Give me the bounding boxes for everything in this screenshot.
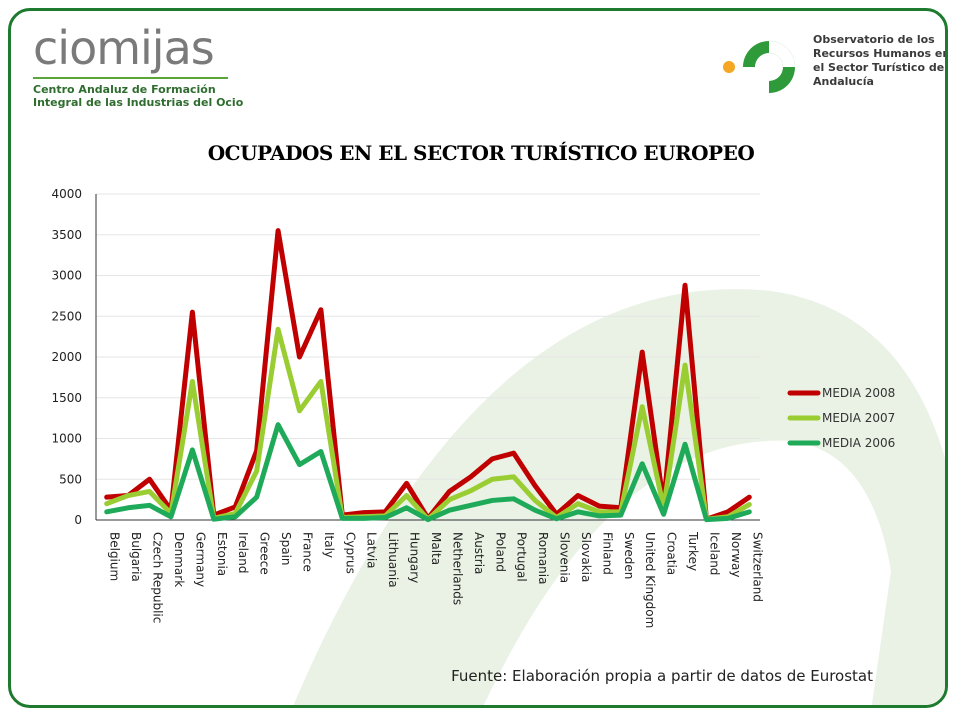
logo-wordmark: ciomijas [33,21,215,75]
x-tick-label: Romania [536,532,550,584]
x-tick-label: Turkey [686,531,700,571]
x-tick-label: Czech Republic [151,532,165,623]
x-tick-label: Denmark [172,532,186,587]
x-tick-label: Latvia [365,532,379,569]
x-tick-label: Hungary [408,532,422,583]
x-tick-label: Switzerland [750,532,764,602]
x-tick-label: Greece [258,532,272,575]
x-tick-label: Spain [279,532,293,566]
chart-title: OCUPADOS EN EL SECTOR TURÍSTICO EUROPEO [207,141,755,165]
x-tick-label: Slovakia [579,532,593,582]
x-tick-label: Cyprus [343,532,357,574]
observatorio-name: Observatorio de los Recursos Humanos en … [813,33,948,88]
legend-label: MEDIA 2007 [822,411,895,425]
y-tick-label: 3000 [51,269,82,283]
x-tick-label: Poland [493,532,507,572]
y-tick-label: 1000 [51,432,82,446]
x-tick-label: Lithuania [386,532,400,588]
y-tick-label: 3500 [51,228,82,242]
x-tick-label: Netherlands [450,532,464,605]
legend-label: MEDIA 2008 [822,386,895,400]
x-tick-label: Austria [472,532,486,574]
x-tick-label: Ireland [236,532,250,574]
x-tick-labels: Belgium Bulgaria Czech Republic Denmark Germ… [108,531,765,628]
observatorio-logo: Observatorio de los Recursos Humanos en … [723,27,945,107]
x-tick-label: Estonia [215,532,229,576]
background-arc-decoration [293,289,945,705]
logo-divider [33,77,228,79]
x-tick-label: Germany [193,532,207,587]
x-tick-label: Slovenia [558,532,572,583]
x-tick-label: Croatia [665,532,679,575]
y-tick-label: 2500 [51,309,82,323]
legend-label: MEDIA 2006 [822,436,895,450]
y-tick-label: 1500 [51,391,82,405]
x-tick-label: Belgium [108,532,122,581]
x-tick-label: France [300,532,314,572]
x-tick-label: Sweden [622,532,636,579]
x-tick-label: Portugal [515,532,529,582]
chart-legend: MEDIA 2008 MEDIA 2007 MEDIA 2006 [787,386,895,450]
x-tick-label: Italy [322,532,336,558]
x-tick-label: United Kingdom [643,532,657,628]
y-tick-label: 500 [59,472,82,486]
x-tick-label: Malta [429,532,443,565]
chart-series-lines [104,228,752,523]
source-note: Fuente: Elaboración propia a partir de d… [451,667,873,685]
ciomijas-logo: ciomijas Centro Andaluz de Formación Int… [33,25,263,109]
x-tick-label: Bulgaria [129,532,143,582]
series-line-1 [104,228,752,522]
x-tick-label: Norway [729,532,743,578]
observatorio-emblem-icon [723,41,795,93]
slide-frame: ciomijas Centro Andaluz de Formación Int… [8,8,948,708]
x-tick-label: Finland [600,532,614,575]
y-tick-labels: 0 500 1000 1500 2000 2500 3000 3500 4000 [51,187,82,527]
y-tick-label: 4000 [51,187,82,201]
y-tick-label: 0 [74,513,82,527]
series-line-3 [104,422,752,523]
x-tick-label: Iceland [707,532,721,575]
y-tick-label: 2000 [51,350,82,364]
logo-subtitle: Centro Andaluz de Formación Integral de … [33,83,244,109]
